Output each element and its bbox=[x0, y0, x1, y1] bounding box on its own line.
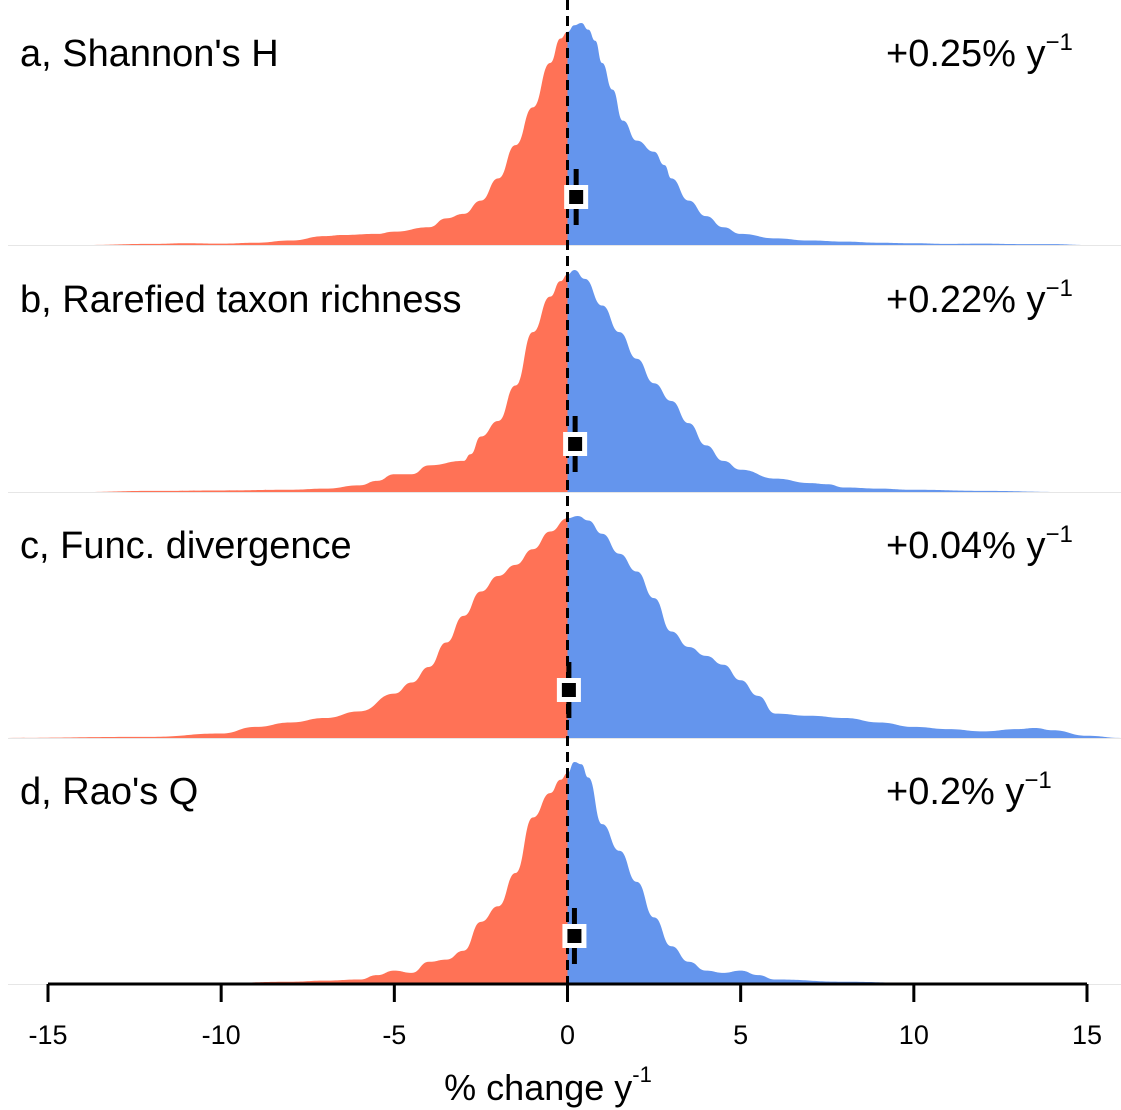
density-panel-0 bbox=[8, 23, 1121, 246]
estimate-markers bbox=[556, 169, 589, 964]
density-panel-1 bbox=[8, 270, 1121, 493]
x-tick-label: 15 bbox=[1072, 1020, 1102, 1050]
density-area-negative bbox=[8, 518, 568, 738]
panel-title: a, Shannon's H bbox=[20, 33, 279, 75]
density-panel-2 bbox=[8, 516, 1121, 739]
density-area-negative bbox=[134, 773, 568, 984]
x-tick-label: -15 bbox=[28, 1020, 67, 1050]
estimate-point bbox=[561, 683, 576, 697]
estimate-marker-0 bbox=[564, 169, 589, 225]
estimate-point bbox=[567, 929, 582, 943]
density-area-positive bbox=[567, 762, 984, 984]
density-area-positive bbox=[567, 270, 1063, 492]
panel-title: c, Func. divergence bbox=[20, 525, 352, 567]
estimate-point bbox=[568, 437, 583, 451]
panel-title: d, Rao's Q bbox=[20, 771, 198, 813]
x-tick-label: 5 bbox=[733, 1020, 748, 1050]
x-tick-label: -10 bbox=[202, 1020, 241, 1050]
estimate-marker-2 bbox=[556, 662, 581, 718]
density-panels bbox=[8, 23, 1121, 985]
panel-title: b, Rarefied taxon richness bbox=[20, 279, 461, 321]
density-area-positive bbox=[567, 516, 1121, 738]
estimate-marker-1 bbox=[563, 416, 588, 472]
x-axis: -15 -10 -5 0 5 10 15 % change y-1 bbox=[28, 982, 1102, 1108]
x-tick-label: -5 bbox=[382, 1020, 406, 1050]
panel-rate: +0.22% y−1 bbox=[886, 275, 1073, 321]
x-tick-label: 10 bbox=[899, 1020, 929, 1050]
panel-rate: +0.25% y−1 bbox=[886, 29, 1073, 75]
x-axis-title: % change y-1 bbox=[444, 1062, 652, 1108]
density-area-negative bbox=[86, 31, 568, 245]
x-tick-label: 0 bbox=[560, 1020, 575, 1050]
density-area-negative bbox=[82, 274, 568, 492]
panel-rate: +0.04% y−1 bbox=[886, 521, 1073, 567]
panel-labels: a, Shannon's H +0.25% y−1 b, Rarefied taxo… bbox=[20, 29, 1073, 813]
density-area-positive bbox=[567, 23, 1087, 245]
estimate-point bbox=[569, 190, 584, 204]
estimate-marker-3 bbox=[562, 908, 587, 964]
panel-rate: +0.2% y−1 bbox=[886, 767, 1052, 813]
